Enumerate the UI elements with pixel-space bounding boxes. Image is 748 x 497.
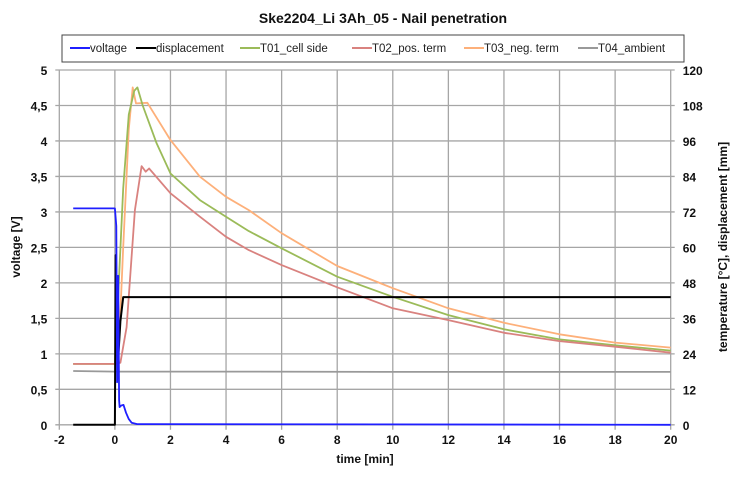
- x-tick-label: 8: [334, 433, 341, 447]
- grid: [55, 69, 675, 430]
- legend-label: T03_neg. term: [484, 43, 559, 55]
- y-tick-label: 4,5: [31, 99, 48, 113]
- x-axis-title: time [min]: [336, 452, 393, 466]
- legend-label: displacement: [156, 43, 225, 55]
- y-tick-label: 3,5: [31, 170, 48, 184]
- series-line-t03-neg-term: [73, 86, 671, 365]
- x-tick-label: 6: [278, 433, 285, 447]
- x-tick-label: 20: [664, 433, 678, 447]
- y-tick-label: 2: [41, 277, 48, 291]
- y-tick-label: 3: [41, 206, 48, 220]
- x-tick-label: 4: [223, 433, 230, 447]
- y-tick-label: 1: [41, 348, 48, 362]
- x-tick-label: -2: [54, 433, 65, 447]
- y2-tick-label: 120: [683, 64, 703, 78]
- y2-tick-label: 96: [683, 135, 697, 149]
- y-tick-label: 0,5: [31, 383, 48, 397]
- y-tick-label: 1,5: [31, 312, 48, 326]
- x-tick-label: 16: [553, 433, 567, 447]
- legend-label: T04_ambient: [598, 43, 666, 55]
- y2-tick-label: 108: [683, 99, 703, 113]
- legend-label: voltage: [90, 43, 127, 55]
- y2-tick-label: 12: [683, 383, 697, 397]
- y2-axis-title: temperature [°C], displacement [mm]: [716, 142, 730, 352]
- legend: voltage displacement T01_cell side T02_pos.…: [61, 34, 685, 63]
- y2-tick-label: 0: [683, 419, 690, 433]
- y2-tick-label: 72: [683, 206, 697, 220]
- series-line-voltage: [73, 207, 671, 426]
- x-tick-label: 14: [497, 433, 511, 447]
- y-tick-label: 5: [41, 64, 48, 78]
- x-tick-label: 12: [442, 433, 456, 447]
- series-group: [73, 86, 671, 426]
- x-tick-label: 10: [386, 433, 400, 447]
- y2-tick-label: 36: [683, 312, 697, 326]
- y-axis-title: voltage [V]: [9, 216, 23, 277]
- legend-label: T01_cell side: [260, 43, 328, 55]
- chart-title: Ske2204_Li 3Ah_05 - Nail penetration: [259, 10, 507, 26]
- y-tick-label: 2,5: [31, 241, 48, 255]
- series-line-t01-cell-side: [73, 86, 671, 365]
- y2-tick-label: 84: [683, 170, 697, 184]
- y-tick-label: 4: [41, 135, 48, 149]
- series-line-t02-pos-term: [73, 165, 671, 365]
- y2-tick-label: 48: [683, 277, 697, 291]
- y-tick-label: 0: [41, 419, 48, 433]
- series-line-t04-ambient: [73, 370, 671, 373]
- x-tick-label: 0: [112, 433, 119, 447]
- legend-label: T02_pos. term: [372, 43, 446, 55]
- x-tick-label: 2: [167, 433, 174, 447]
- y2-tick-label: 24: [683, 348, 697, 362]
- axes: -2 0 2 4 6 8 10 12 14 16 18 200 00,5 121 241,5 362 482,5…: [31, 64, 703, 447]
- x-tick-label: 18: [608, 433, 622, 447]
- y2-tick-label: 60: [683, 241, 697, 255]
